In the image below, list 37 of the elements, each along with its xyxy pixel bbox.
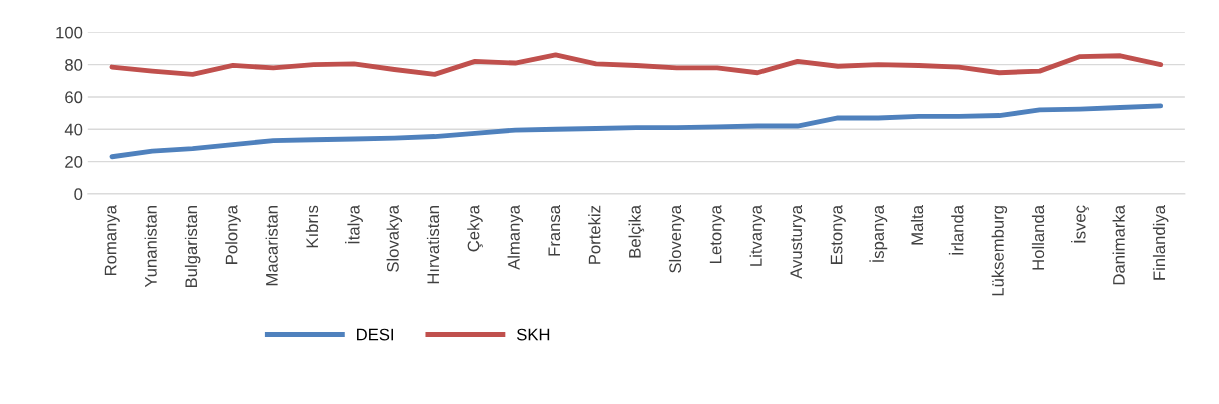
x-tick-label: Litvanya	[749, 205, 766, 266]
x-tick-label: İtalya	[345, 205, 363, 244]
x-tick-label: Almanya	[507, 205, 524, 270]
x-tick-label: Letonya	[709, 205, 725, 263]
line-series	[109, 52, 1164, 77]
y-tick-label: 100	[56, 26, 83, 39]
x-tick-label: İsveç	[1071, 205, 1089, 243]
x-tick-label: Lüksemburg	[991, 206, 1008, 296]
x-tick-label: Macaristan	[265, 206, 278, 286]
y-tick-label: 80	[65, 59, 83, 71]
x-tick-label: Avusturya	[790, 205, 806, 279]
x-tick-label: Fransa	[548, 205, 561, 256]
x-tick-label: Finlandiya	[1152, 205, 1169, 280]
x-tick-label: Bulgaristan	[184, 206, 201, 288]
x-tick-label: Malta	[910, 205, 924, 245]
x-tick-label: İrlanda	[948, 205, 964, 255]
x-tick-label: İspanya	[869, 205, 888, 262]
x-tick-label: Hırvatistan	[426, 206, 440, 284]
x-tick-label: Kıbrıs	[305, 205, 319, 248]
x-tick-label: Slovakya	[386, 205, 403, 272]
x-tick-label: Danimarka	[1112, 205, 1125, 285]
x-tick-label: Slovenya	[668, 205, 685, 273]
y-tick-label: 20	[65, 156, 83, 168]
x-tick-label: Çekya	[467, 205, 483, 252]
legend-label: SKH	[516, 328, 550, 341]
x-tick-label: Estonya	[830, 205, 846, 264]
x-tick-label: Polonya	[225, 205, 241, 264]
y-tick-label: 40	[64, 123, 83, 136]
x-tick-label: Portekiz	[588, 205, 601, 264]
x-tick-label: Belçika	[628, 205, 645, 258]
line-series	[109, 103, 1164, 160]
x-tick-label: Yunanistan	[144, 206, 157, 288]
y-tick-label: 60	[65, 91, 83, 104]
x-tick-label: Hollanda	[1031, 205, 1045, 270]
legend-label: DESI	[357, 328, 394, 341]
y-tick-label: 0	[74, 188, 83, 201]
x-tick-label: Romanya	[104, 205, 120, 275]
